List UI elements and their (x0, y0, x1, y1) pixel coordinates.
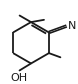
Text: OH: OH (10, 73, 27, 83)
Text: N: N (68, 21, 77, 31)
